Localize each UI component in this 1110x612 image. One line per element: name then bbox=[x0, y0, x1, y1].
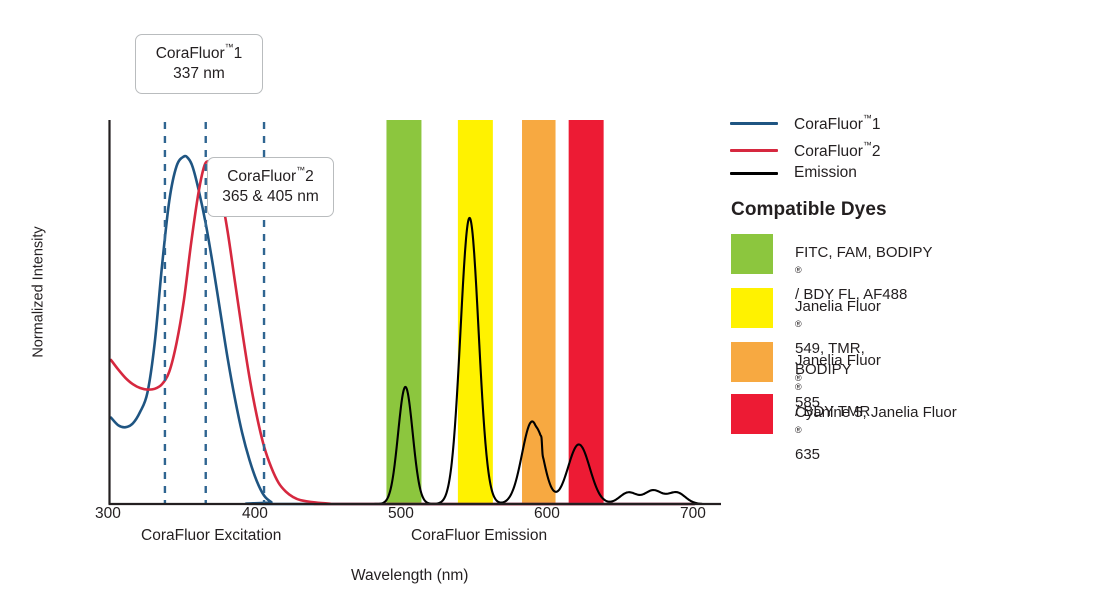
registered-icon: ® bbox=[795, 381, 802, 392]
trademark-icon: ™ bbox=[224, 42, 234, 52]
green-band bbox=[386, 120, 422, 504]
dye-item-label: Cyanine 5, Janelia Fluor ® 635 bbox=[795, 394, 957, 466]
x-axis-title: Wavelength (nm) bbox=[351, 567, 469, 584]
legend-item-label: CoraFluor™1 bbox=[794, 113, 881, 133]
legend-panel: CoraFluor™1 CoraFluor™2 Emission Compati… bbox=[730, 0, 1110, 612]
registered-icon: ® bbox=[795, 264, 802, 275]
dye-color-swatch bbox=[731, 234, 773, 274]
dye-item-red: Cyanine 5, Janelia Fluor ® 635 bbox=[731, 394, 957, 466]
x-tick-label-700: 700 bbox=[680, 505, 706, 522]
trademark-icon: ™ bbox=[862, 113, 872, 123]
compatible-dyes-heading: Compatible Dyes bbox=[731, 199, 887, 220]
dye-label-line2: BODIPY ® / BDY TMR bbox=[795, 361, 871, 421]
legend-line-swatch bbox=[730, 171, 778, 175]
annotation-corafluor1-line1: CoraFluor™1 bbox=[155, 42, 243, 62]
dye-label-line1: Janelia Fluor ® 585 bbox=[795, 352, 881, 412]
dye-item-yellow: Janelia Fluor ® 549, TMR, BODIPY ® / BDY TM… bbox=[731, 288, 881, 423]
legend-item-label: CoraFluor™2 bbox=[794, 140, 881, 160]
annotation-corafluor1-line2: 337 nm bbox=[173, 65, 225, 83]
legend-item-label: Emission bbox=[794, 164, 857, 181]
registered-icon: ® bbox=[795, 318, 802, 329]
dye-label-line1: Cyanine 5, Janelia Fluor ® 635 bbox=[795, 404, 957, 464]
yellow-band bbox=[457, 120, 493, 504]
dye-item-green: FITC, FAM, BODIPY ® / BDY FL, AF488 bbox=[731, 234, 933, 306]
dye-color-swatch bbox=[731, 288, 773, 328]
x-tick-label-400: 400 bbox=[242, 505, 268, 522]
annotation-corafluor2: CoraFluor™2 365 & 405 nm bbox=[207, 157, 334, 217]
trademark-icon: ™ bbox=[296, 165, 306, 175]
orange-band bbox=[522, 120, 556, 504]
dye-label-line1: Janelia Fluor ® 549, TMR, bbox=[795, 298, 881, 358]
annotation-corafluor1: CoraFluor™1 337 nm bbox=[135, 34, 263, 94]
legend-item-emission: Emission bbox=[730, 164, 857, 182]
dye-color-swatch bbox=[731, 342, 773, 382]
legend-item-corafluor1: CoraFluor™1 bbox=[730, 113, 881, 134]
dye-label-line1: FITC, FAM, BODIPY ® / BDY FL, AF488 bbox=[795, 244, 933, 304]
red-band bbox=[568, 120, 604, 504]
x-axis-sublabel-emission: CoraFluor Emission bbox=[411, 527, 548, 544]
registered-icon: ® bbox=[795, 372, 802, 383]
x-axis-sublabel-excitation: CoraFluor Excitation bbox=[141, 527, 282, 544]
dye-item-label: FITC, FAM, BODIPY ® / BDY FL, AF488 bbox=[795, 234, 933, 306]
x-tick-label-300: 300 bbox=[95, 505, 121, 522]
dye-item-label: Janelia Fluor ® 585 bbox=[795, 342, 881, 414]
dye-item-label: Janelia Fluor ® 549, TMR, BODIPY ® / BDY TM… bbox=[795, 288, 881, 423]
x-tick-label-500: 500 bbox=[388, 505, 414, 522]
trademark-icon: ™ bbox=[862, 140, 872, 150]
dye-color-swatch bbox=[731, 394, 773, 434]
dye-item-orange: Janelia Fluor ® 585 bbox=[731, 342, 881, 414]
series-line-corafluor1 bbox=[109, 154, 696, 506]
annotation-corafluor2-line2: 365 & 405 nm bbox=[222, 188, 319, 206]
y-axis-title: Normalized Intensity bbox=[30, 226, 47, 358]
legend-line-swatch bbox=[730, 149, 778, 152]
legend-item-corafluor2: CoraFluor™2 bbox=[730, 140, 881, 161]
x-tick-label-600: 600 bbox=[534, 505, 560, 522]
legend-line-swatch bbox=[730, 122, 778, 125]
registered-icon: ® bbox=[795, 424, 802, 435]
annotation-corafluor2-line1: CoraFluor™2 bbox=[227, 165, 314, 185]
plot-area: CoraFluor™1 337 nm CoraFluor™2 365 & 405… bbox=[30, 34, 721, 584]
